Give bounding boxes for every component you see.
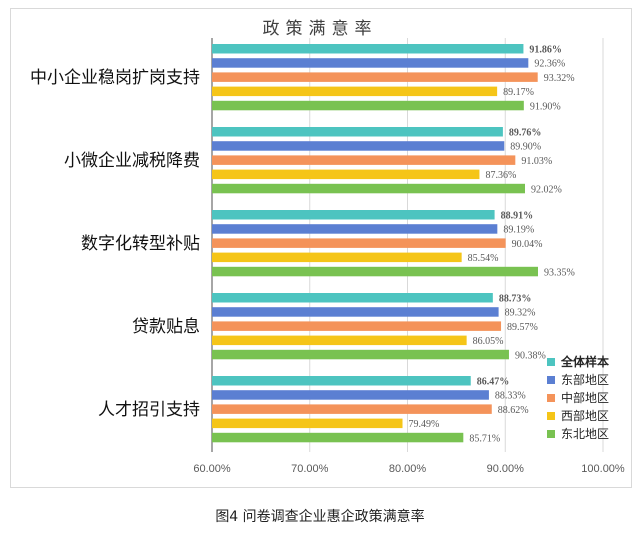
x-tick-label: 80.00% [389,463,427,475]
data-label: 93.35% [544,267,575,278]
bar [212,418,403,429]
x-tick-label: 60.00% [193,463,231,475]
data-label: 89.32% [505,308,536,319]
legend-swatch [547,412,555,420]
bar [212,307,499,317]
bar [212,252,462,263]
bar [212,349,509,360]
bar [212,224,498,234]
bar [212,183,525,194]
data-label: 79.49% [409,419,440,430]
bar [212,44,524,54]
data-label: 88.73% [499,294,532,305]
bar [212,141,505,151]
bar [212,238,506,248]
x-tick-label: 70.00% [291,463,329,475]
bar [212,390,489,400]
bar [212,266,538,277]
bar [212,376,471,386]
data-label: 85.54% [468,253,499,264]
data-label: 90.04% [512,239,543,250]
legend-swatch [547,358,555,366]
data-label: 87.36% [485,170,516,181]
category-label: 贷款贴息 [132,317,200,337]
data-label: 92.02% [531,184,562,195]
category-label: 中小企业稳岗扩岗支持 [30,68,200,88]
bar [212,58,529,68]
legend-label: 西部地区 [561,408,609,423]
data-label: 85.71% [469,433,500,444]
category-label: 人才招引支持 [98,400,200,420]
legend-label: 中部地区 [561,390,609,405]
data-label: 86.05% [473,336,504,347]
bar [212,127,503,137]
bar [212,335,467,346]
bar [212,210,495,220]
bar [212,72,538,82]
chart-title: 政策满意率 [262,19,378,39]
data-label: 88.91% [501,211,533,222]
category-label: 数字化转型补贴 [81,234,200,254]
data-label: 89.19% [503,225,534,236]
data-label: 89.57% [507,322,538,333]
legend-swatch [547,376,555,384]
bar [212,321,502,331]
data-label: 92.36% [534,59,565,70]
category-label: 小微企业减税降费 [64,151,200,171]
figure-caption: 图4 问卷调查企业惠企政策满意率 [215,509,425,525]
bar [212,169,480,180]
data-label: 86.47% [477,377,510,388]
bar [212,100,524,111]
data-label: 91.03% [521,156,552,167]
data-label: 89.76% [509,128,542,139]
legend-swatch [547,394,555,402]
bar [212,293,493,303]
x-tick-label: 90.00% [487,463,525,475]
data-label: 89.90% [510,142,541,153]
legend-label: 东部地区 [561,372,609,387]
legend-swatch [547,430,555,438]
data-label: 88.33% [495,391,526,402]
legend-label: 全体样本 [560,354,609,369]
data-label: 88.62% [498,405,529,416]
data-label: 91.86% [529,45,562,56]
bar [212,432,464,443]
bar [212,155,516,165]
bar [212,404,492,414]
x-tick-label: 100.00% [581,463,625,475]
bar [212,86,498,97]
data-label: 91.90% [530,101,561,112]
legend-label: 东北地区 [561,427,609,441]
data-label: 93.32% [544,73,575,84]
data-label: 89.17% [503,87,534,98]
data-label: 90.38% [515,350,546,361]
